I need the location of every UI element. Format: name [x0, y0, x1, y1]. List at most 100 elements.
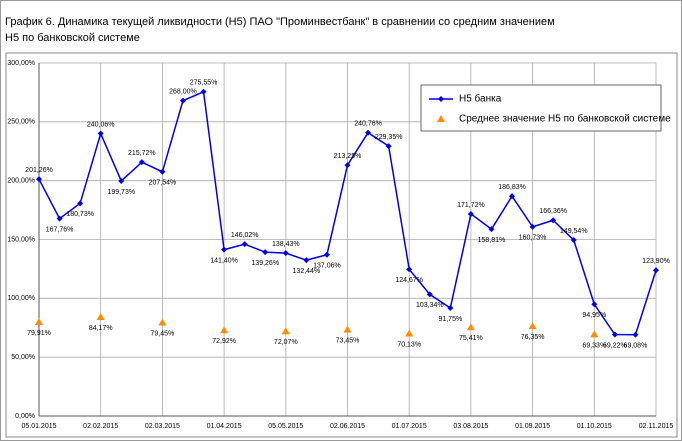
- data-label: 79,45%: [151, 330, 175, 337]
- diamond-marker: [509, 193, 516, 200]
- legend-label: Среднее значение Н5 по банковской систем…: [459, 113, 671, 125]
- data-label: 84,17%: [89, 325, 113, 332]
- data-label: 158,81%: [478, 237, 506, 244]
- data-label: 137,06%: [313, 263, 341, 270]
- data-label: 69,33%: [582, 342, 606, 349]
- data-label: 75,41%: [459, 335, 483, 342]
- data-label: 124,67%: [395, 277, 423, 284]
- data-label: 167,76%: [46, 226, 74, 233]
- data-label: 146,02%: [231, 232, 259, 239]
- data-label: 76,35%: [521, 334, 545, 341]
- triangle-marker: [590, 330, 599, 338]
- x-tick-label: 01.09.2015: [515, 423, 550, 430]
- data-label: 240,76%: [354, 121, 382, 128]
- y-tick-label: 300,00%: [7, 60, 35, 67]
- y-tick-label: 250,00%: [7, 119, 35, 126]
- diamond-marker: [653, 267, 659, 274]
- diamond-marker: [303, 257, 310, 264]
- data-label: 132,44%: [293, 268, 321, 275]
- y-tick-label: 50,00%: [11, 354, 35, 361]
- legend-marker: [438, 96, 444, 102]
- diamond-marker: [323, 251, 330, 258]
- data-label: 141,40%: [210, 257, 238, 264]
- triangle-marker: [343, 325, 352, 333]
- triangle-marker: [466, 323, 475, 331]
- triangle-marker: [158, 318, 167, 326]
- diamond-marker: [467, 210, 474, 217]
- diamond-marker: [282, 250, 289, 257]
- data-label: 123,90%: [642, 258, 670, 265]
- triangle-marker: [35, 317, 43, 325]
- y-tick-label: 0,00%: [15, 413, 35, 420]
- data-label: 199,73%: [107, 189, 135, 196]
- diamond-marker: [200, 88, 207, 95]
- diamond-marker: [97, 130, 104, 137]
- y-tick-label: 200,00%: [7, 178, 35, 185]
- diamond-marker: [570, 237, 577, 244]
- data-label: 69,22%: [603, 342, 627, 349]
- x-tick-label: 01.04.2015: [207, 423, 242, 430]
- x-tick-label: 02.03.2015: [145, 423, 180, 430]
- diamond-marker: [385, 143, 392, 150]
- diamond-marker: [611, 331, 618, 338]
- data-label: 103,34%: [416, 302, 444, 309]
- data-label: 72,92%: [212, 338, 236, 345]
- diamond-marker: [447, 305, 454, 312]
- diamond-marker: [406, 266, 413, 273]
- data-label: 94,95%: [582, 312, 606, 319]
- data-label: 180,73%: [66, 211, 94, 218]
- diamond-marker: [221, 246, 228, 253]
- diamond-marker: [591, 301, 598, 308]
- legend-label: Н5 банка: [459, 93, 502, 105]
- diamond-marker: [632, 331, 639, 338]
- legend-marker: [437, 115, 445, 122]
- triangle-marker: [281, 327, 290, 335]
- diamond-marker: [488, 226, 495, 233]
- triangle-marker: [96, 312, 105, 320]
- triangle-marker: [405, 329, 414, 337]
- chart-title: График 6. Динамика текущей ликвидности (…: [5, 16, 555, 44]
- data-label: 69,08%: [624, 343, 648, 350]
- data-label: 166,36%: [539, 208, 567, 215]
- data-label: 229,35%: [375, 134, 403, 141]
- diamond-marker: [529, 223, 536, 230]
- data-label: 275,55%: [190, 80, 218, 87]
- data-label: 138,43%: [272, 241, 300, 248]
- data-label: 215,72%: [128, 150, 156, 157]
- data-label: 160,73%: [519, 235, 547, 242]
- chart-area: [5, 52, 678, 438]
- data-label: 79,91%: [27, 330, 51, 337]
- data-label: 91,75%: [438, 316, 462, 323]
- data-label: 139,26%: [251, 260, 279, 267]
- diamond-marker: [138, 159, 145, 166]
- diamond-marker: [56, 215, 63, 222]
- x-tick-label: 03.08.2015: [453, 423, 488, 430]
- legend-box: [420, 84, 662, 132]
- diamond-marker: [550, 217, 557, 224]
- diamond-marker: [241, 241, 248, 248]
- data-label: 171,72%: [457, 202, 485, 209]
- data-label: 240,06%: [87, 121, 115, 128]
- x-tick-label: 01.07.2015: [392, 423, 427, 430]
- x-tick-label: 02.11.2015: [639, 423, 674, 430]
- diamond-marker: [426, 291, 433, 298]
- y-tick-label: 150,00%: [7, 236, 35, 243]
- data-label: 207,54%: [149, 180, 177, 187]
- x-tick-label: 05.05.2015: [268, 423, 303, 430]
- x-tick-label: 01.10.2015: [577, 423, 612, 430]
- data-label: 73,45%: [336, 337, 360, 344]
- diamond-marker: [118, 177, 125, 184]
- y-tick-label: 100,00%: [7, 295, 35, 302]
- diamond-marker: [262, 249, 269, 256]
- diamond-marker: [365, 129, 372, 136]
- diamond-marker: [36, 176, 42, 183]
- data-label: 213,25%: [334, 153, 362, 160]
- triangle-marker: [220, 326, 229, 334]
- data-label: 72,07%: [274, 339, 298, 346]
- diamond-marker: [159, 168, 166, 175]
- x-tick-label: 02.02.2015: [83, 423, 118, 430]
- data-label: 70,13%: [397, 341, 421, 348]
- diamond-marker: [77, 200, 84, 207]
